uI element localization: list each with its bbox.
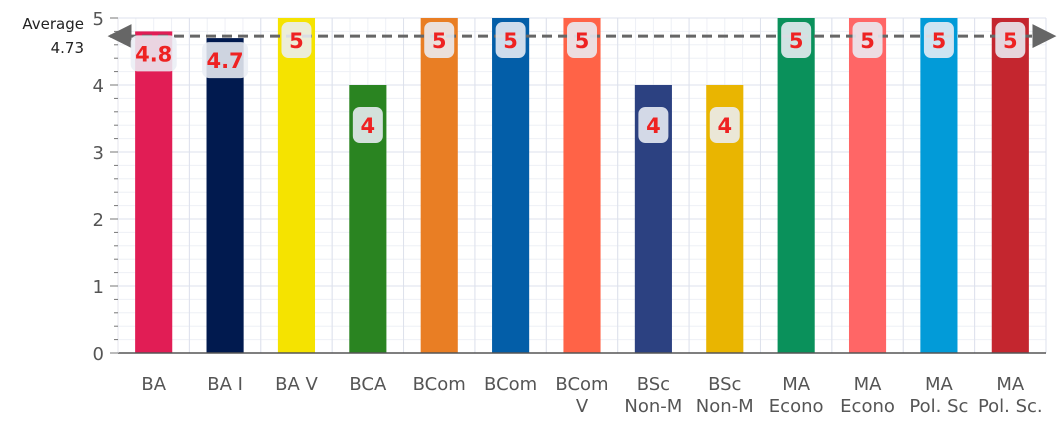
data-label: 4.7 bbox=[206, 49, 243, 73]
y-tick-label: 1 bbox=[93, 277, 104, 298]
data-label-box bbox=[424, 22, 455, 58]
x-tick-label: BCom bbox=[484, 374, 537, 395]
x-tick-label-line: Econo bbox=[840, 396, 895, 417]
data-label-box bbox=[495, 22, 526, 58]
x-tick-label-line: MA bbox=[854, 374, 883, 395]
y-tick-label: 4 bbox=[93, 76, 104, 97]
data-label: 5 bbox=[932, 29, 947, 53]
data-label-box bbox=[281, 22, 312, 58]
x-tick-label-line: BSc bbox=[637, 374, 670, 395]
x-tick-label-line: BCom bbox=[555, 374, 608, 395]
x-tick-label: MA Pol. Sc bbox=[909, 374, 968, 417]
y-tick-label: 3 bbox=[93, 143, 104, 164]
y-tick-label: 5 bbox=[93, 9, 104, 30]
x-tick-label: BCom V bbox=[555, 374, 608, 417]
data-label: 5 bbox=[432, 29, 447, 53]
data-label: 5 bbox=[503, 29, 518, 53]
bar bbox=[920, 18, 958, 353]
bar bbox=[206, 38, 244, 353]
data-label-box bbox=[202, 42, 249, 79]
data-label: 4 bbox=[646, 114, 661, 138]
data-label: 4 bbox=[361, 114, 376, 138]
x-tick-label-line: BCA bbox=[349, 374, 387, 395]
x-tick-label-line: BCom bbox=[413, 374, 466, 395]
data-label: 5 bbox=[860, 29, 875, 53]
x-tick-label-line: Pol. Sc. bbox=[978, 396, 1043, 417]
bar bbox=[277, 18, 316, 353]
x-tick-label-line: Econo bbox=[769, 396, 824, 417]
x-tick-label-line: MA bbox=[925, 374, 954, 395]
data-label-box bbox=[567, 22, 597, 58]
bar bbox=[420, 18, 458, 353]
y-tick-label: 2 bbox=[93, 210, 104, 231]
x-tick-label-line: Pol. Sc bbox=[909, 396, 968, 417]
x-tick-label-line: BA I bbox=[207, 374, 243, 395]
x-tick-label: BCA bbox=[349, 374, 387, 395]
x-tick-label: BSc Non-M bbox=[696, 374, 754, 417]
average-value-label: 4.73 bbox=[51, 39, 84, 57]
y-axis: 0 1 2 3 4 5 bbox=[93, 9, 118, 365]
data-label: 5 bbox=[789, 29, 804, 53]
x-tick-label: MA Econo bbox=[840, 374, 895, 417]
x-tick-label-line: MA bbox=[996, 374, 1025, 395]
x-tick-label: BA V bbox=[275, 374, 318, 395]
data-label-box bbox=[781, 22, 812, 58]
bars bbox=[135, 18, 1029, 354]
data-label: 5 bbox=[575, 29, 590, 53]
data-label-box bbox=[709, 107, 740, 143]
x-tick-label-line: BSc bbox=[708, 374, 741, 395]
bar bbox=[848, 18, 887, 353]
data-label-box bbox=[852, 22, 883, 58]
bar bbox=[563, 18, 601, 353]
bar bbox=[135, 31, 173, 354]
y-tick-label: 0 bbox=[93, 344, 104, 365]
data-label: 5 bbox=[289, 29, 304, 53]
x-tick-label: MA Econo bbox=[769, 374, 824, 417]
x-tick-label-line: BA bbox=[141, 374, 166, 395]
data-label-box bbox=[130, 35, 177, 72]
bar bbox=[492, 18, 530, 353]
data-label: 4 bbox=[717, 114, 732, 138]
x-tick-label-line: Non-M bbox=[624, 396, 682, 417]
bar bbox=[777, 18, 815, 353]
x-tick-label: BA I bbox=[207, 374, 243, 395]
x-tick-label-line: Non-M bbox=[696, 396, 754, 417]
average-label: Average bbox=[22, 15, 84, 33]
x-tick-label-line: BCom bbox=[484, 374, 537, 395]
x-tick-label: BCom bbox=[413, 374, 466, 395]
x-tick-label: BA bbox=[141, 374, 166, 395]
x-tick-label-line: V bbox=[576, 396, 589, 417]
data-labels: 4.8 4.7 5 4 5 5 5 4 4 5 5 5 5 bbox=[130, 22, 1026, 143]
bar bbox=[991, 18, 1029, 353]
x-tick-label: BSc Non-M bbox=[624, 374, 682, 417]
data-label: 5 bbox=[1003, 29, 1018, 53]
data-label-box bbox=[923, 22, 954, 58]
x-tick-label: MA Pol. Sc. bbox=[978, 374, 1043, 417]
data-label-box bbox=[638, 107, 669, 143]
x-tick-label-line: MA bbox=[782, 374, 811, 395]
data-label: 4.8 bbox=[135, 42, 172, 66]
data-label-box bbox=[995, 22, 1026, 58]
data-label-box bbox=[352, 107, 383, 143]
x-tick-label-line: BA V bbox=[275, 374, 318, 395]
